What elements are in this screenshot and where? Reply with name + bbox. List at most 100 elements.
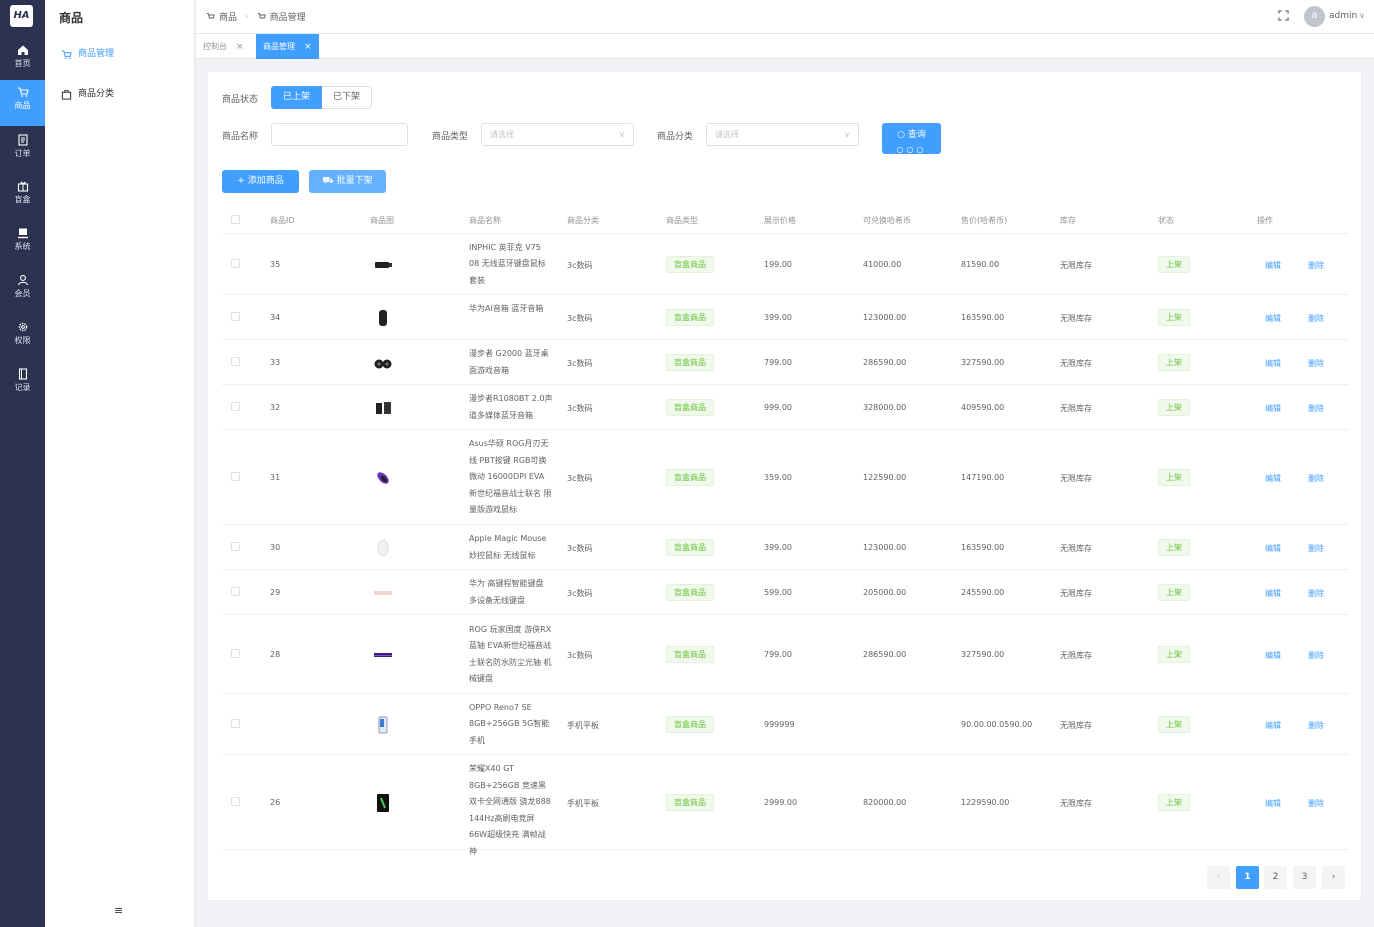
delete-link[interactable]: 删除 [1308,720,1324,730]
row-checkbox[interactable] [231,541,240,551]
submenu-item-goods-manage[interactable]: 商品管理 [61,44,114,64]
breadcrumb-item[interactable]: 商品 [219,13,238,23]
cell-name: 华为 高键程智能键盘 多设备无线键盘 [469,579,544,605]
avatar[interactable]: a [1304,6,1325,27]
page-button-3[interactable]: 3 [1293,866,1316,889]
submenu-title: 商品 [59,11,84,25]
username[interactable]: admin [1329,11,1358,21]
rail-item-record[interactable]: 记录 [0,362,45,408]
table-row: INPHIC 英菲克 V75 08 无线蓝牙键盘鼠标套装 35 3c数码 199.00… [222,234,1349,295]
row-checkbox[interactable] [231,311,240,321]
add-goods-button[interactable]: + 添加商品 [222,170,299,193]
edit-link[interactable]: 编辑 [1265,798,1281,808]
page-button-2[interactable]: 2 [1264,866,1287,889]
row-checkbox[interactable] [231,718,240,728]
goods-type-select[interactable]: 请选择 ∨ [481,123,634,146]
submenu-item-goods-category[interactable]: 商品分类 [61,84,114,104]
delete-link[interactable]: 删除 [1308,403,1324,413]
header-price: 展示价格 [764,216,796,225]
delete-link[interactable]: 删除 [1308,543,1324,553]
delete-link[interactable]: 删除 [1308,260,1324,270]
edit-link[interactable]: 编辑 [1265,543,1281,553]
member-icon [17,275,28,286]
close-icon[interactable]: × [304,42,312,52]
delete-link[interactable]: 删除 [1308,313,1324,323]
row-checkbox[interactable] [231,258,240,268]
cell-name: 荣耀X40 GT 8GB+256GB 竞速黑 双卡全网通版 骁龙888 144H… [469,764,551,856]
edit-link[interactable]: 编辑 [1265,260,1281,270]
header-exchange: 可兑换哈希币 [863,216,911,225]
product-image [377,539,389,556]
edit-link[interactable]: 编辑 [1265,720,1281,730]
delete-link[interactable]: 删除 [1308,473,1324,483]
cell-sale: 327590.00 [961,649,1005,659]
cell-exchange: 286590.00 [863,649,907,659]
prev-page-button[interactable]: ‹ [1207,866,1230,889]
chevron-down-icon[interactable]: ∨ [1359,11,1365,20]
row-checkbox[interactable] [231,648,240,658]
header-actions: 操作 [1257,216,1273,225]
rail-item-system[interactable]: 系统 [0,221,45,267]
delete-link[interactable]: 删除 [1308,798,1324,808]
query-button[interactable]: ○ 查询 ○○○ [882,123,941,154]
row-checkbox[interactable] [231,356,240,366]
cell-exchange: 205000.00 [863,587,907,597]
type-tag: 盲盒商品 [666,646,714,663]
header-name: 商品名称 [469,216,501,225]
cell-exchange: 123000.00 [863,542,907,552]
edit-link[interactable]: 编辑 [1265,358,1281,368]
tab-dashboard[interactable]: 控制台 × [196,34,251,59]
tab-label: 商品管理 [263,42,295,51]
breadcrumb-separator: › [245,11,249,22]
record-icon [18,368,27,380]
goods-name-input[interactable] [271,123,408,146]
close-icon[interactable]: × [236,42,244,52]
delete-link[interactable]: 删除 [1308,358,1324,368]
rail-item-blindbox[interactable]: 盲盒 [0,174,45,220]
status-off-button[interactable]: 已下架 [322,86,373,109]
type-tag: 盲盒商品 [666,794,714,811]
row-checkbox[interactable] [231,796,240,806]
type-tag: 盲盒商品 [666,309,714,326]
header-stock: 库存 [1060,216,1076,225]
cell-exchange: 328000.00 [863,402,907,412]
rail-item-goods[interactable]: 商品 [0,80,45,126]
edit-link[interactable]: 编辑 [1265,650,1281,660]
edit-link[interactable]: 编辑 [1265,403,1281,413]
cell-id: 26 [270,797,281,807]
table-row: 荣耀X40 GT 8GB+256GB 竞速黑 双卡全网通版 骁龙888 144H… [222,755,1349,856]
cell-stock: 无限库存 [1060,313,1092,323]
rail-item-member[interactable]: 会员 [0,268,45,314]
select-all-checkbox[interactable] [231,215,240,224]
goods-category-select[interactable]: 请选择 ∨ [706,123,859,146]
status-badge: 上架 [1158,399,1190,416]
edit-link[interactable]: 编辑 [1265,473,1281,483]
cell-name: Asus华硕 ROG月刃无线 PBT按键 RGB可换微动 16000DPI EV… [469,439,552,515]
row-checkbox[interactable] [231,586,240,596]
delete-link[interactable]: 删除 [1308,588,1324,598]
rail-item-home[interactable]: 首页 [0,38,45,84]
edit-link[interactable]: 编辑 [1265,588,1281,598]
rail-item-label: 商品 [14,101,31,110]
delete-link[interactable]: 删除 [1308,650,1324,660]
rail-item-orders[interactable]: 订单 [0,128,45,174]
edit-link[interactable]: 编辑 [1265,313,1281,323]
tab-goods-manage[interactable]: 商品管理 × [256,34,319,59]
status-on-button[interactable]: 已上架 [271,86,323,109]
page-button-1[interactable]: 1 [1236,866,1259,889]
icon-rail: HA 首页 商品 订单 盲盒 系统 会员 权限 记录 [0,0,45,927]
row-checkbox[interactable] [231,471,240,481]
product-image [377,793,389,812]
header-sale: 售价(哈希币) [961,216,1008,225]
next-page-button[interactable]: › [1322,866,1345,889]
row-checkbox[interactable] [231,401,240,411]
batch-off-button[interactable]: ⛟ 批量下架 [309,170,386,193]
collapse-menu-button[interactable]: ≡ [114,904,124,917]
permission-icon [18,322,27,332]
goods-table: 商品ID 商品图 商品名称 商品分类 商品类型 展示价格 可兑换哈希币 售价(哈… [222,206,1349,856]
cell-stock: 无限库存 [1060,798,1092,808]
top-header: 商品 › 商品管理 a admin ∨ [196,0,1374,34]
fullscreen-icon[interactable] [1278,10,1289,21]
rail-item-permission[interactable]: 权限 [0,315,45,361]
status-badge: 上架 [1158,256,1190,273]
